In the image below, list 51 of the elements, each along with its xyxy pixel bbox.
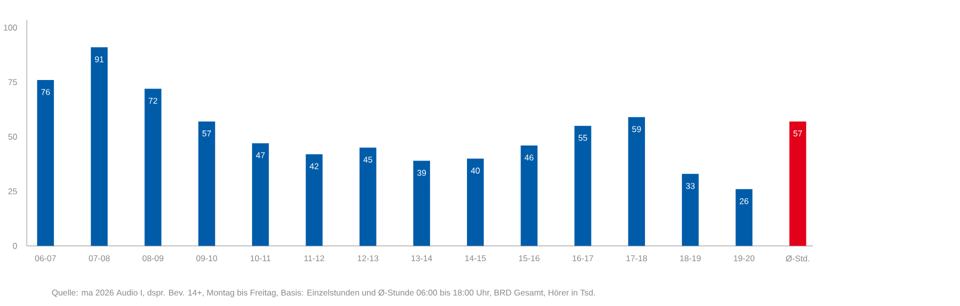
bar [90, 47, 108, 246]
x-tick-label: 19-20 [734, 255, 754, 262]
data-label: 59 [632, 126, 641, 132]
bar [574, 126, 592, 246]
bar [144, 88, 162, 246]
source-note: Quelle: ma 2026 Audio I, dspr. Bev. 14+, Montag bis Freitag, Basis: Einzelstunden und Ø-Stunde 06:00 bis 18:00 Uhr, BRD Gesamt, Hörer in Tsd. [52, 289, 595, 298]
data-label: 76 [41, 89, 50, 95]
data-label: 91 [94, 56, 104, 62]
bar [37, 80, 54, 246]
x-tick-label: 12-13 [358, 255, 378, 262]
bar [360, 148, 376, 246]
data-label: 33 [686, 182, 695, 189]
y-tick-label: 100 [4, 24, 17, 31]
x-tick-label: 14-15 [465, 255, 486, 262]
data-label: 46 [524, 154, 534, 160]
x-tick-label: 13-14 [412, 255, 432, 262]
y-tick-label: 25 [8, 188, 17, 194]
bar [413, 160, 430, 246]
data-label: 57 [793, 130, 802, 136]
x-tick-label: Ø-Std. [786, 255, 810, 262]
data-label: 45 [363, 156, 372, 163]
x-tick-label: 09-10 [196, 255, 218, 262]
bar [789, 121, 806, 246]
x-tick-label: 17-18 [626, 255, 647, 262]
data-label: 47 [256, 152, 265, 158]
y-tick-label: 75 [8, 79, 17, 86]
bar [736, 189, 752, 246]
data-label: 40 [470, 168, 480, 174]
data-label: 42 [310, 163, 318, 170]
y-tick-label: 0 [12, 242, 17, 249]
data-label: 55 [578, 134, 588, 141]
data-label: 72 [148, 98, 158, 104]
bar [306, 154, 323, 246]
x-tick-label: 10-11 [250, 255, 270, 262]
x-tick-label: 18-19 [680, 255, 701, 262]
data-label: 26 [740, 198, 748, 204]
y-tick-label: 50 [8, 134, 17, 140]
x-tick-label: 15-16 [519, 255, 540, 262]
bar [520, 145, 538, 246]
data-label: 57 [202, 130, 211, 136]
bar [252, 143, 269, 246]
x-tick-label: 16-17 [572, 255, 594, 262]
bar [628, 117, 645, 246]
bar [682, 174, 699, 246]
bar [466, 158, 484, 246]
bar [198, 121, 216, 246]
x-tick-label: 08-09 [142, 255, 164, 262]
data-label: 39 [417, 170, 426, 176]
x-tick-label: 07-08 [88, 255, 110, 262]
x-tick-label: 11-12 [304, 255, 324, 262]
x-tick-label: 06-07 [35, 255, 56, 262]
